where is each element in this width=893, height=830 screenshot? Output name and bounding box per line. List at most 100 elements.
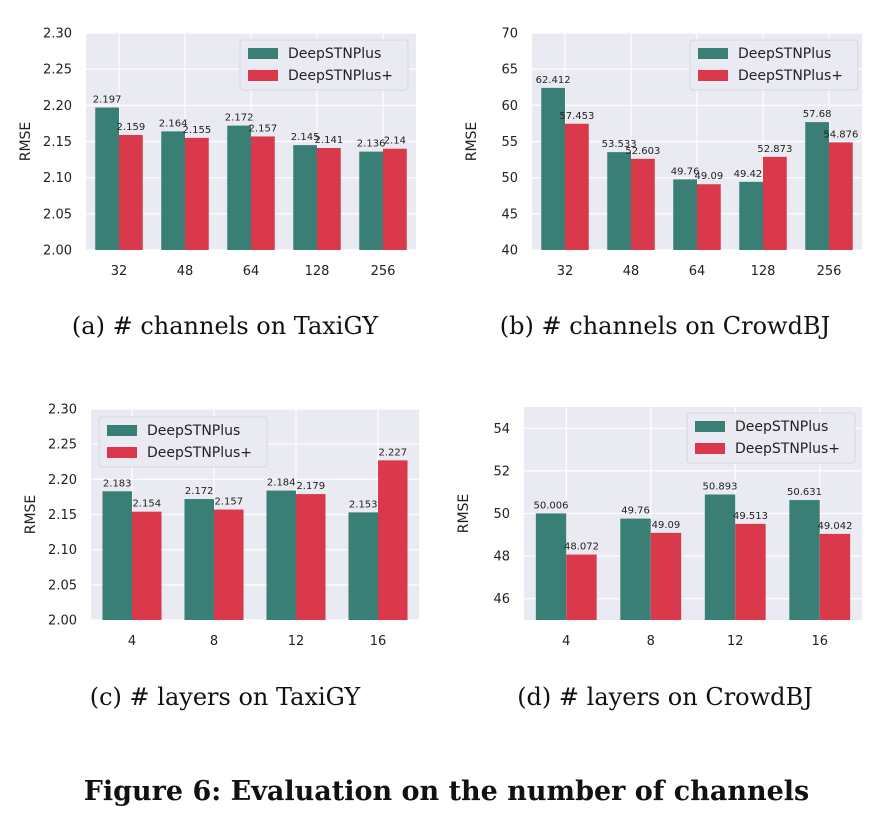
x-tick-label: 256 [371,264,396,279]
y-tick-label: 2.00 [48,614,77,629]
legend-swatch [698,70,728,81]
legend-label: DeepSTNPlus+ [288,68,393,84]
legend-label: DeepSTNPlus [288,46,381,62]
panel-caption-c: (c) # layers on TaxiGY [89,683,361,711]
bar-deepstnplus-plus [735,523,766,620]
y-tick-label: 2.10 [43,171,72,186]
x-tick-label: 48 [177,264,194,279]
data-label: 49.513 [733,511,768,522]
bar-deepstnplus [95,107,119,251]
x-tick-label: 64 [243,264,260,279]
legend-label: DeepSTNPlus [147,423,240,439]
bar-deepstnplus-plus [829,142,853,250]
x-tick-label: 32 [557,264,574,279]
legend-swatch [695,443,725,454]
x-tick-label: 128 [305,264,330,279]
panel-caption-d: (d) # layers on CrowdBJ [517,683,813,711]
y-axis-label: RMSE [464,122,480,162]
x-tick-label: 12 [727,634,744,649]
data-label: 2.153 [349,499,378,510]
data-label: 2.227 [378,447,407,458]
data-label: 2.136 [357,139,386,150]
bar-deepstnplus-plus [251,136,275,250]
data-label: 2.157 [214,497,243,508]
y-tick-label: 70 [501,27,518,42]
data-label: 49.09 [695,171,724,182]
bar-deepstnplus [348,512,378,620]
data-label: 2.172 [225,113,254,124]
bar-deepstnplus-plus [378,460,408,620]
legend: DeepSTNPlus DeepSTNPlus+ [686,412,856,464]
y-tick-label: 50 [493,507,510,522]
y-tick-label: 50 [501,171,518,186]
y-tick-label: 2.30 [48,403,77,418]
legend-swatch [107,447,137,458]
y-tick-label: 45 [501,207,518,222]
x-tick-label: 32 [111,264,128,279]
y-tick-label: 2.20 [48,473,77,488]
legend-box [98,416,268,468]
legend-box [686,412,856,464]
y-tick-label: 2.25 [48,438,77,453]
panel-caption-a: (a) # channels on TaxiGY [71,312,379,340]
x-tick-label: 4 [128,634,136,649]
legend: DeepSTNPlus DeepSTNPlus+ [98,416,268,468]
bar-deepstnplus [184,499,214,620]
chart-svg: 40 45 50 55 60 65 70 62.412 53.533 49.76 49.422 57.… [464,27,862,279]
legend-label: DeepSTNPlus+ [735,441,840,457]
legend-swatch [698,48,728,59]
data-label: 2.183 [103,478,132,489]
bar-deepstnplus-plus [763,156,787,250]
data-label: 2.172 [185,486,214,497]
chart-panel-a: 2.00 2.05 2.10 2.15 2.20 2.25 2.30 2.197 2.164 2.… [0,0,445,300]
data-label: 2.145 [291,132,320,143]
y-tick-label: 2.15 [43,135,72,150]
x-tick-label: 128 [751,264,776,279]
x-tick-label: 4 [562,634,570,649]
bar-deepstnplus-plus [132,511,162,620]
bar-deepstnplus [607,152,631,250]
data-label: 62.412 [536,75,571,86]
x-tick-label: 16 [370,634,387,649]
data-label: 57.68 [803,109,832,120]
y-tick-label: 52 [493,464,510,479]
data-label: 2.157 [249,123,278,134]
legend: DeepSTNPlus DeepSTNPlus+ [689,39,859,91]
y-tick-label: 2.20 [43,99,72,114]
panel-caption-b: (b) # channels on CrowdBJ [499,312,831,340]
data-label: 2.141 [315,135,344,146]
legend-swatch [248,48,278,59]
bar-deepstnplus [227,125,251,250]
data-label: 52.603 [625,146,660,157]
bar-deepstnplus [620,518,651,620]
data-label: 53.533 [602,139,637,150]
chart-panel-b: 40 45 50 55 60 65 70 62.412 53.533 49.76 49.422 57.… [445,0,893,300]
data-label: 57.453 [559,111,594,122]
data-label: 49.422 [734,169,769,180]
data-label: 2.159 [117,122,146,133]
data-label: 2.164 [159,118,188,129]
bar-deepstnplus [739,181,763,250]
bar-deepstnplus-plus [697,184,721,250]
y-tick-label: 48 [493,550,510,565]
data-label: 48.072 [564,542,599,553]
chart-svg: 2.002.052.102.152.202.252.302.1972.1642.… [18,27,416,279]
x-tick-label: 8 [210,634,218,649]
legend-box [239,39,409,91]
bar-deepstnplus-plus [650,532,682,620]
data-label: 50.006 [534,500,569,511]
data-label: 49.76 [671,166,700,177]
y-tick-label: 55 [501,135,518,150]
bar-deepstnplus-plus [566,554,597,620]
y-tick-label: 60 [501,99,518,114]
bar-deepstnplus [535,513,567,620]
y-tick-label: 46 [493,592,510,607]
y-tick-label: 2.25 [43,63,72,78]
legend-swatch [107,425,137,436]
bar-deepstnplus-plus [296,494,326,620]
bar-deepstnplus [789,500,820,620]
chart-panel-c: 2.00 2.05 2.10 2.15 2.20 2.25 2.30 2.183 2.172 2.… [0,390,445,670]
x-tick-label: 256 [817,264,842,279]
data-label: 2.155 [183,125,212,136]
bar-deepstnplus-plus [185,137,209,250]
